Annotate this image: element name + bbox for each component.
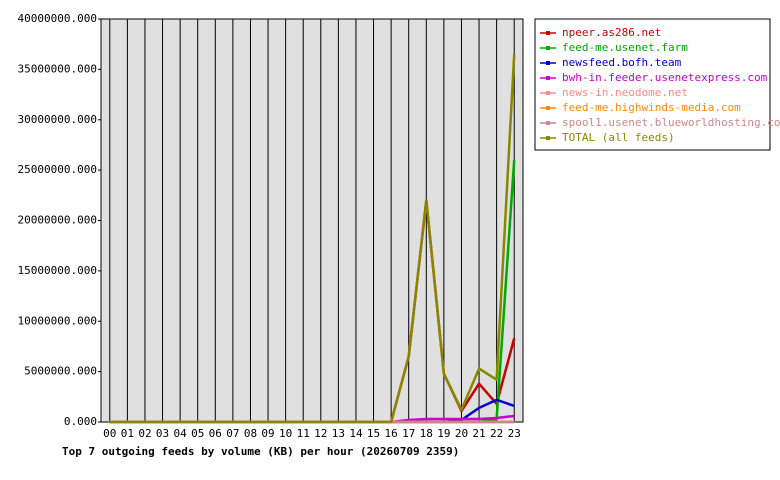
x-tick-label: 06	[209, 427, 222, 440]
x-tick-label: 07	[226, 427, 239, 440]
legend-marker	[546, 31, 550, 35]
x-tick-label: 12	[314, 427, 327, 440]
legend-label: news-in.neodome.net	[562, 86, 688, 99]
y-tick-label: 15000000.000	[18, 264, 97, 277]
x-tick-label: 18	[420, 427, 433, 440]
x-tick-label: 05	[191, 427, 204, 440]
legend-label: TOTAL (all feeds)	[562, 131, 675, 144]
legend-label: spool1.usenet.blueworldhosting.com	[562, 116, 780, 129]
y-tick-label: 5000000.000	[24, 365, 97, 378]
series-line	[109, 54, 516, 424]
y-tick-label: 30000000.000	[18, 113, 97, 126]
x-tick-label: 22	[490, 427, 503, 440]
legend-box	[534, 18, 771, 151]
y-tick-label: 25000000.000	[18, 163, 97, 176]
x-tick-label: 13	[332, 427, 345, 440]
x-tick-label: 10	[279, 427, 292, 440]
x-tick-label: 19	[437, 427, 450, 440]
x-tick-label: 15	[367, 427, 380, 440]
x-tick-label: 04	[174, 427, 188, 440]
x-tick-label: 11	[297, 427, 310, 440]
x-tick-label: 14	[349, 427, 363, 440]
legend-marker	[546, 106, 550, 110]
y-tick-label: 40000000.000	[18, 12, 97, 25]
chart-title: Top 7 outgoing feeds by volume (KB) per …	[62, 445, 459, 458]
plot-area	[100, 18, 524, 423]
legend-label: npeer.as286.net	[562, 26, 661, 39]
legend-label: newsfeed.bofh.team	[562, 56, 682, 69]
x-tick-label: 21	[472, 427, 485, 440]
legend-marker	[546, 61, 550, 65]
legend-marker	[546, 121, 550, 125]
y-tick-label: 10000000.000	[18, 314, 97, 327]
x-tick-label: 03	[156, 427, 169, 440]
legend-label: feed-me.usenet.farm	[562, 41, 688, 54]
x-tick-label: 16	[385, 427, 398, 440]
y-tick-label: 0.000	[64, 415, 97, 428]
legend-marker	[546, 91, 550, 95]
y-tick-label: 35000000.000	[18, 62, 97, 75]
x-tick-label: 08	[244, 427, 257, 440]
legend-marker	[546, 136, 550, 140]
x-tick-label: 23	[508, 427, 521, 440]
legend-marker	[546, 46, 550, 50]
x-tick-label: 00	[103, 427, 116, 440]
legend-label: feed-me.highwinds-media.com	[562, 101, 741, 114]
y-tick-label: 20000000.000	[18, 214, 97, 227]
x-tick-label: 09	[261, 427, 274, 440]
x-tick-label: 02	[138, 427, 151, 440]
legend-marker	[546, 76, 550, 80]
legend-label: bwh-in.feeder.usenetexpress.com	[562, 71, 768, 84]
x-tick-label: 20	[455, 427, 468, 440]
x-tick-label: 01	[121, 427, 134, 440]
x-tick-label: 17	[402, 427, 415, 440]
